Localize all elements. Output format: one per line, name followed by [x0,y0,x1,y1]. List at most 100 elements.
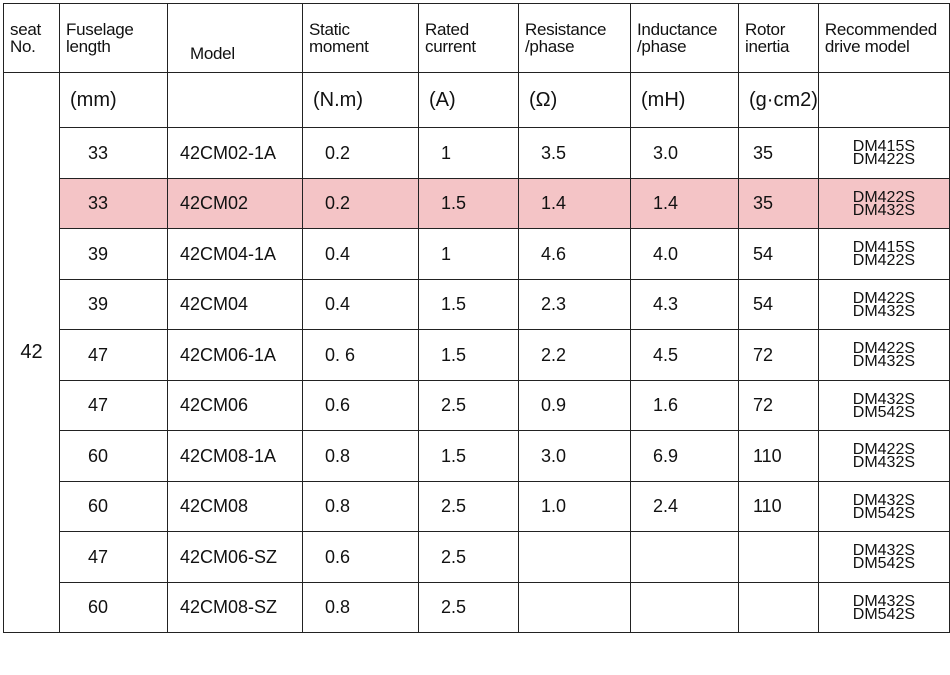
data-cell: 1.5 [418,178,519,229]
data-cell: DM432S DM542S [817,380,950,431]
data-cell: 0.8 [302,481,419,532]
data-cell: 110 [738,430,819,482]
drive-model: DM422S [852,252,916,269]
drive-model: DM422S [852,441,916,458]
data-cell: DM422S DM432S [817,279,950,330]
data-cell: 33 [59,127,168,179]
unit-cell: (N.m) [302,72,419,128]
data-cell: 1.4 [630,178,739,229]
drive-model: DM432S [852,302,916,320]
data-cell [738,582,819,633]
data-cell: DM432S DM542S [817,481,950,532]
drive-model: DM542S [852,403,916,421]
data-cell [518,531,631,583]
drive-model: DM422S [852,340,916,357]
data-cell: 1.6 [630,380,739,431]
data-row: 47 42CM06-SZ 0.6 2.5 DM432S DM542S [4,531,950,583]
data-cell: 54 [738,279,819,330]
table-body: seat No. Fuselage length Model Static momen… [3,3,950,633]
header-cell: Model [167,3,303,73]
data-cell: 42CM02-1A [167,127,303,179]
data-row: 60 42CM08-1A 0.8 1.5 3.0 6.9 110 DM422S DM432S [4,430,950,482]
data-cell: 2.5 [418,481,519,532]
data-cell: 0.6 [302,531,419,583]
unit-cell [167,72,303,128]
drive-model: DM415S [852,239,916,256]
data-cell: 4.3 [630,279,739,330]
drive-model: DM422S [852,151,916,168]
drive-model: DM432S [852,390,916,408]
data-cell: 2.5 [418,582,519,633]
data-cell: 42CM04 [167,279,303,330]
data-row: 33 42CM02 0.2 1.5 1.4 1.4 35 DM422S DM432S [4,178,950,229]
data-cell: 0.2 [302,127,419,179]
data-cell: 3.0 [630,127,739,179]
data-cell: 0. 6 [302,329,419,381]
header-row: seat No. Fuselage length Model Static momen… [3,3,950,73]
data-cell: 4.0 [630,228,739,280]
data-cell: 3.0 [518,430,631,482]
unit-cell [817,72,950,128]
drive-model: DM422S [852,188,916,206]
data-cell [518,582,631,633]
data-cell: 47 [59,531,168,583]
data-cell: 0.4 [302,279,419,330]
data-cell: 33 [59,178,168,229]
drive-model: DM432S [852,592,916,610]
data-cell: 42CM08-1A [167,430,303,482]
data-cell: 72 [738,380,819,431]
unit-cell: (A) [418,72,519,128]
data-cell: 110 [738,481,819,532]
seat-cell: 42 [3,72,60,633]
data-cell: 4.5 [630,329,739,381]
data-cell: 42CM06-SZ [167,531,303,583]
header-cell: Fuselage length [59,3,168,73]
data-cell: 4.6 [518,228,631,280]
data-cell [630,582,739,633]
data-cell: 0.4 [302,228,419,280]
header-cell: Rotor inertia [738,3,819,73]
drive-model: DM432S [852,542,916,559]
data-cell: 35 [738,178,819,229]
unit-cell: (mm) [59,72,168,128]
data-cell: 1 [418,127,519,179]
header-cell: Resistance /phase [518,3,631,73]
data-cell: 1 [418,228,519,280]
drive-model: DM432S [852,353,916,370]
data-cell: 42CM06-1A [167,329,303,381]
data-cell: 0.9 [518,380,631,431]
header-cell: Inductance /phase [630,3,739,73]
unit-cell: (mH) [630,72,739,128]
data-cell: 0.2 [302,178,419,229]
data-cell: DM432S DM542S [817,582,950,633]
data-row: 33 42CM02-1A 0.2 1 3.5 3.0 35 DM415S DM422S [4,127,950,179]
data-cell: 39 [59,279,168,330]
data-cell: 60 [59,430,168,482]
data-row: 60 42CM08-SZ 0.8 2.5 DM432S DM542S [4,582,950,633]
drive-model: DM542S [852,504,916,522]
data-cell: 0.8 [302,430,419,482]
data-cell: 60 [59,582,168,633]
data-cell: 0.8 [302,582,419,633]
data-cell: DM422S DM432S [817,430,950,482]
drive-model: DM542S [852,605,916,623]
data-cell: 2.4 [630,481,739,532]
data-cell: 42CM06 [167,380,303,431]
data-cell: 1.0 [518,481,631,532]
data-cell: DM432S DM542S [817,531,950,583]
data-cell: 3.5 [518,127,631,179]
data-cell: DM415S DM422S [817,127,950,179]
data-row: 39 42CM04-1A 0.4 1 4.6 4.0 54 DM415S DM422S [4,228,950,280]
data-cell: 2.5 [418,531,519,583]
drive-model: DM542S [852,555,916,572]
unit-cell: (g·cm2) [738,72,819,128]
data-cell: DM415S DM422S [817,228,950,280]
data-cell: 6.9 [630,430,739,482]
header-cell: Rated current [418,3,519,73]
data-cell: 47 [59,380,168,431]
data-cell: 2.3 [518,279,631,330]
data-cell: 60 [59,481,168,532]
data-cell: 2.2 [518,329,631,381]
units-row: 42 (mm) (N.m) (A) (Ω) (mH) (g·cm2) [3,72,950,633]
